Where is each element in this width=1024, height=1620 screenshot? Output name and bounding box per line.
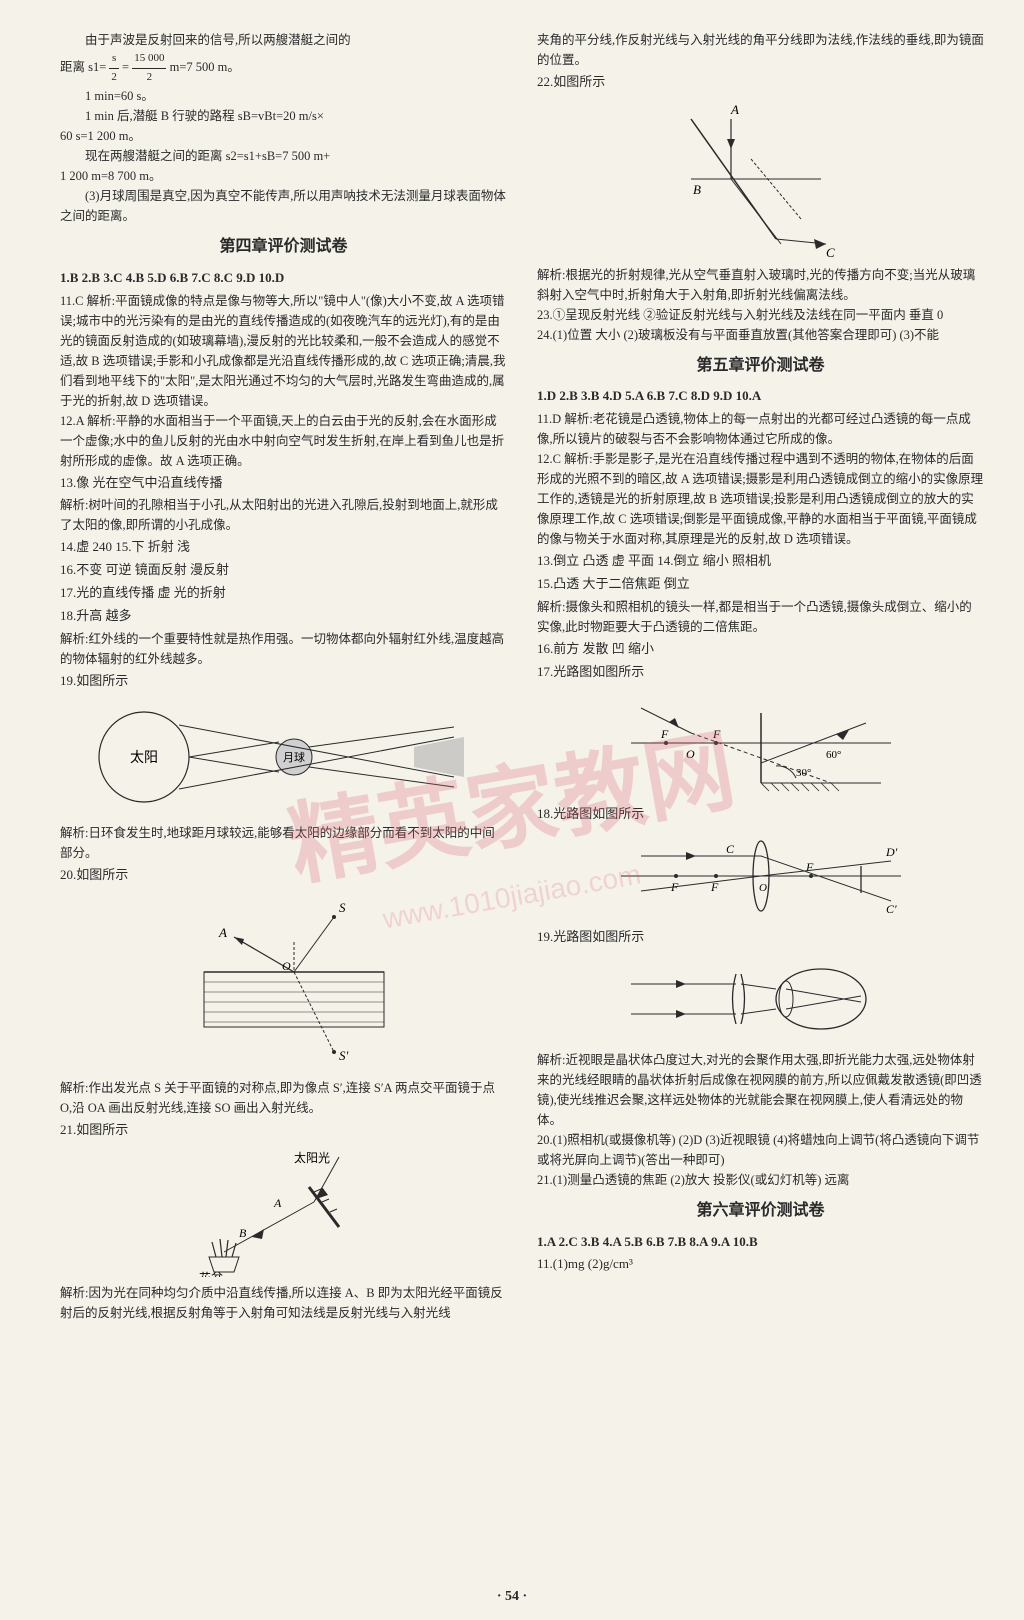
svg-text:F: F	[712, 727, 721, 741]
q5-18: 18.光路图如图所示	[537, 804, 984, 825]
ch5-mc-answers: 1.D 2.B 3.B 4.D 5.A 6.B 7.C 8.D 9.D 10.A	[537, 386, 984, 407]
q18-lens-diagram: C F F O F D′ C′	[537, 831, 984, 921]
frac-den: 2	[132, 69, 166, 87]
q5-19: 19.光路图如图所示	[537, 927, 984, 948]
q5-20: 20.(1)照相机(或摄像机等) (2)D (3)近视眼镜 (4)将蜡烛向上调节…	[537, 1130, 984, 1170]
q18: 18.升高 越多	[60, 606, 507, 627]
q21-flowerpot-diagram: 太阳光 A B 花盆	[60, 1147, 507, 1277]
svg-text:B: B	[239, 1226, 247, 1240]
q11: 11.C 解析:平面镜成像的特点是像与物等大,所以"镜中人"(像)大小不变,故 …	[60, 291, 507, 411]
svg-text:60°: 60°	[826, 749, 841, 761]
chapter-6-title: 第六章评价测试卷	[537, 1198, 984, 1224]
svg-text:C′: C′	[886, 902, 897, 916]
right-intro: 夹角的平分线,作反射光线与入射光线的角平分线即为法线,作法线的垂线,即为镜面的位…	[537, 30, 984, 70]
intro-line-4: 现在两艘潜艇之间的距离 s2=s1+sB=7 500 m+	[60, 146, 507, 166]
q19: 19.如图所示	[60, 671, 507, 692]
q22-explain: 解析:根据光的折射规律,光从空气垂直射入玻璃时,光的传播方向不变;当光从玻璃斜射…	[537, 265, 984, 305]
q14-q15: 14.虚 240 15.下 折射 浅	[60, 537, 507, 558]
q5-16: 16.前方 发散 凹 缩小	[537, 639, 984, 660]
sun-label: 太阳	[130, 750, 158, 766]
q12: 12.A 解析:平静的水面相当于一个平面镜,天上的白云由于光的反射,会在水面形成…	[60, 411, 507, 471]
svg-text:O: O	[686, 747, 695, 761]
q5-12: 12.C 解析:手影是影子,是光在沿直线传播过程中遇到不透明的物体,在物体的后面…	[537, 449, 984, 549]
q19-eye-diagram	[537, 954, 984, 1044]
svg-text:A: A	[218, 925, 227, 940]
svg-text:C: C	[826, 245, 835, 259]
right-column: 夹角的平分线,作反射光线与入射光线的角平分线即为法线,作法线的垂线,即为镜面的位…	[537, 30, 984, 1323]
svg-text:A: A	[273, 1196, 282, 1210]
intro-line-0: 由于声波是反射回来的信号,所以两艘潜艇之间的	[60, 30, 507, 50]
q17-lens-ray-diagram: F F O 30° 60°	[537, 688, 984, 798]
q21: 21.如图所示	[60, 1120, 507, 1141]
fraction-s-over-2: s 2	[109, 50, 119, 86]
intro-line-1: 1 min=60 s。	[60, 86, 507, 106]
q22-refraction-diagram: A B C	[537, 99, 984, 259]
q5-11: 11.D 解析:老花镜是凸透镜,物体上的每一点射出的光都可经过凸透镜的每一点成像…	[537, 409, 984, 449]
left-column: 由于声波是反射回来的信号,所以两艘潜艇之间的 距离 s1= s 2 = 15 0…	[60, 30, 507, 1323]
q6-11: 11.(1)mg (2)g/cm³	[537, 1254, 984, 1275]
q20-mirror-diagram: S A O S′	[60, 892, 507, 1072]
q19-eclipse-diagram: 太阳 月球	[60, 697, 507, 817]
svg-text:C: C	[726, 842, 735, 856]
q5-19-explain: 解析:近视眼是晶状体凸度过大,对光的会聚作用太强,即折光能力太强,远处物体射来的…	[537, 1050, 984, 1130]
q23: 23.①呈现反射光线 ②验证反射光线与入射光线及法线在同一平面内 垂直 0	[537, 305, 984, 325]
flowerpot-label: 花盆	[199, 1270, 223, 1277]
q19-explain: 解析:日环食发生时,地球距月球较远,能够看太阳的边缘部分而看不到太阳的中间部分。	[60, 823, 507, 863]
moon-label: 月球	[283, 750, 305, 764]
q5-17: 17.光路图如图所示	[537, 662, 984, 683]
q5-15: 15.凸透 大于二倍焦距 倒立	[537, 574, 984, 595]
intro-line-2: 1 min 后,潜艇 B 行驶的路程 sB=vBt=20 m/s×	[60, 106, 507, 126]
q20: 20.如图所示	[60, 865, 507, 886]
distance-formula: 距离 s1= s 2 = 15 000 2 m=7 500 m。	[60, 50, 507, 86]
svg-text:D′: D′	[885, 845, 898, 859]
svg-text:30°: 30°	[796, 767, 811, 779]
chapter-5-title: 第五章评价测试卷	[537, 353, 984, 379]
q5-13-14: 13.倒立 凸透 虚 平面 14.倒立 缩小 照相机	[537, 551, 984, 572]
q24: 24.(1)位置 大小 (2)玻璃板没有与平面垂直放置(其他答案合理即可) (3…	[537, 325, 984, 345]
q13-explain: 解析:树叶间的孔隙相当于小孔,从太阳射出的光进入孔隙后,投射到地面上,就形成了太…	[60, 495, 507, 535]
q5-21: 21.(1)测量凸透镜的焦距 (2)放大 投影仪(或幻灯机等) 远离	[537, 1170, 984, 1190]
ch4-mc-answers: 1.B 2.B 3.C 4.B 5.D 6.B 7.C 8.C 9.D 10.D	[60, 268, 507, 289]
frac-num: s	[109, 50, 119, 69]
q22: 22.如图所示	[537, 72, 984, 93]
svg-text:O: O	[282, 959, 291, 973]
svg-text:A: A	[730, 102, 739, 117]
q13: 13.像 光在空气中沿直线传播	[60, 473, 507, 494]
q18-explain: 解析:红外线的一个重要特性就是热作用强。一切物体都向外辐射红外线,温度越高的物体…	[60, 629, 507, 669]
distance-label: 距离 s1=	[60, 60, 106, 74]
svg-text:B: B	[693, 182, 701, 197]
frac-den: 2	[109, 69, 119, 87]
two-column-layout: 由于声波是反射回来的信号,所以两艘潜艇之间的 距离 s1= s 2 = 15 0…	[60, 30, 984, 1323]
svg-text:S′: S′	[339, 1048, 349, 1063]
q16: 16.不变 可逆 镜面反射 漫反射	[60, 560, 507, 581]
intro-line-5: 1 200 m=8 700 m。	[60, 166, 507, 186]
intro-line-3: 60 s=1 200 m。	[60, 126, 507, 146]
ch6-mc-answers: 1.A 2.C 3.B 4.A 5.B 6.B 7.B 8.A 9.A 10.B	[537, 1232, 984, 1253]
page-number: · 54 ·	[497, 1586, 527, 1608]
chapter-4-title: 第四章评价测试卷	[60, 234, 507, 260]
frac-num: 15 000	[132, 50, 166, 69]
q21-explain: 解析:因为光在同种均匀介质中沿直线传播,所以连接 A、B 即为太阳光经平面镜反射…	[60, 1283, 507, 1323]
fraction-15000-over-2: 15 000 2	[132, 50, 166, 86]
q20-explain: 解析:作出发光点 S 关于平面镜的对称点,即为像点 S′,连接 S′A 两点交平…	[60, 1078, 507, 1118]
svg-text:S: S	[339, 900, 346, 915]
q5-15-explain: 解析:摄像头和照相机的镜头一样,都是相当于一个凸透镜,摄像头成倒立、缩小的实像,…	[537, 597, 984, 637]
svg-text:O: O	[759, 882, 767, 894]
svg-text:F: F	[660, 727, 669, 741]
q17: 17.光的直线传播 虚 光的折射	[60, 583, 507, 604]
distance-result: m=7 500 m。	[170, 60, 240, 74]
sunlight-label: 太阳光	[294, 1150, 330, 1165]
intro-line-6: (3)月球周围是真空,因为真空不能传声,所以用声呐技术无法测量月球表面物体之间的…	[60, 186, 507, 226]
